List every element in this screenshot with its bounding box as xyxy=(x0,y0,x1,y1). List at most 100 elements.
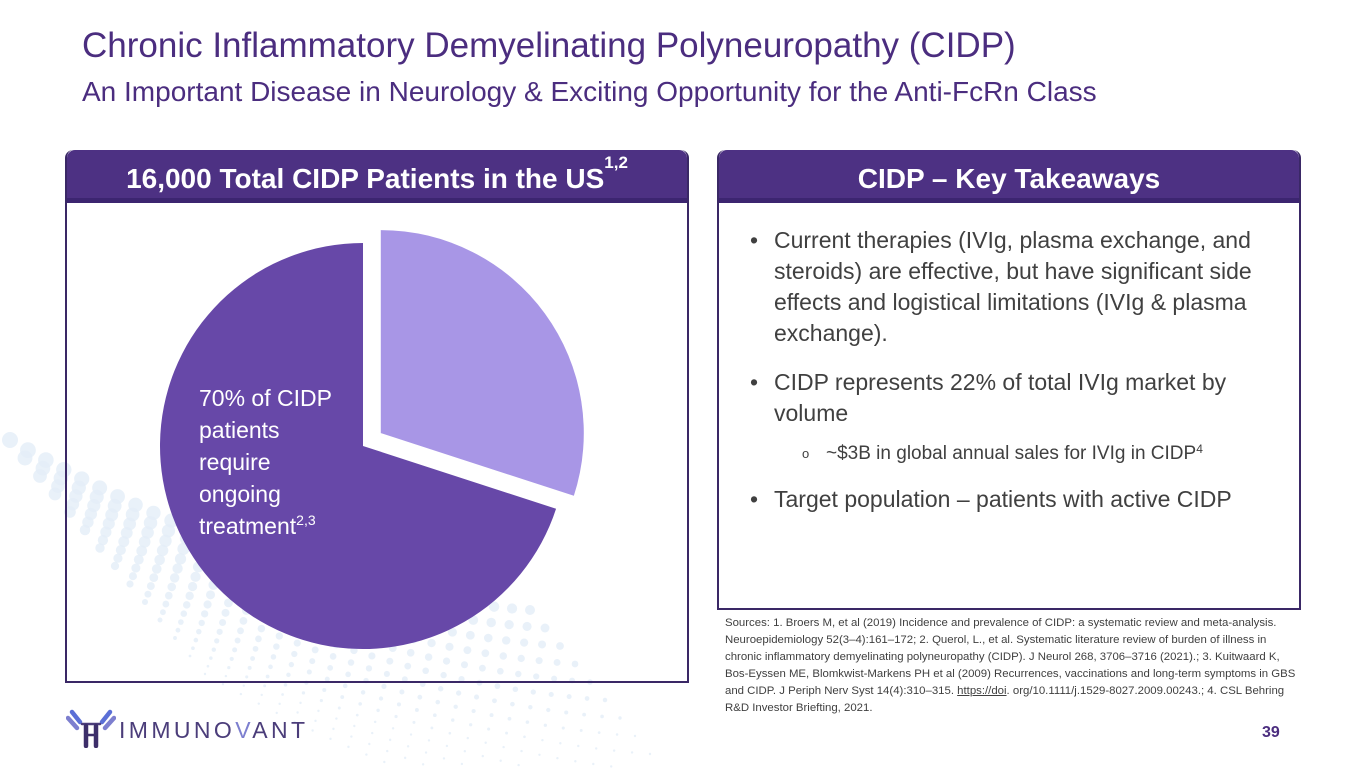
decorative-dot xyxy=(610,765,613,768)
decorative-dot xyxy=(353,724,356,728)
decorative-dot xyxy=(268,664,273,670)
decorative-dot xyxy=(100,526,112,538)
takeaways-panel: CIDP – Key Takeaways xyxy=(717,150,1301,610)
decorative-dot xyxy=(630,751,634,754)
decorative-dot xyxy=(128,572,137,581)
decorative-dot xyxy=(512,686,519,693)
decorative-dot xyxy=(172,563,183,574)
pie-annotation-line: require xyxy=(199,449,271,475)
takeaway-text: Current therapies (IVIg, plasma exchange… xyxy=(774,227,1252,346)
decorative-dot xyxy=(250,656,256,661)
decorative-dot xyxy=(329,653,337,660)
decorative-dot xyxy=(506,603,518,614)
decorative-dot xyxy=(201,610,209,618)
decorative-dot xyxy=(612,749,616,752)
decorative-dot xyxy=(224,598,233,608)
decorative-dot xyxy=(406,745,410,748)
pie-annotation-footnote: 2,3 xyxy=(296,512,316,528)
decorative-dot xyxy=(592,762,595,766)
decorative-dot xyxy=(615,733,619,736)
decorative-dot xyxy=(17,450,33,466)
pie-annotation-last: treatment xyxy=(199,513,297,539)
sources-footnote: Sources: 1. Broers M, et al (2019) Incid… xyxy=(725,615,1305,717)
decorative-dot xyxy=(97,535,109,546)
decorative-dot xyxy=(546,707,551,713)
decorative-dot xyxy=(190,571,201,582)
takeaway-text: CIDP represents 22% of total IVIg market… xyxy=(774,369,1227,426)
decorative-dot xyxy=(257,624,266,633)
decorative-dot xyxy=(618,716,622,720)
decorative-dot xyxy=(455,690,462,696)
pie-annotation-line: patients xyxy=(199,417,280,443)
decorative-dot xyxy=(574,760,577,763)
decorative-dot xyxy=(154,554,165,566)
decorative-dot xyxy=(517,763,520,767)
decorative-dot xyxy=(178,619,184,625)
decorative-dot xyxy=(260,693,263,697)
decorative-dot xyxy=(187,581,198,592)
decorative-dot xyxy=(421,763,425,766)
decorative-dot xyxy=(224,674,228,678)
decorative-dot xyxy=(335,717,338,720)
decorative-dot xyxy=(368,742,371,746)
decorative-dot xyxy=(95,543,105,553)
logo-wordmark-accent: V xyxy=(235,717,253,743)
decorative-dot xyxy=(205,590,216,600)
decorative-dot xyxy=(440,671,447,679)
decorative-dot xyxy=(571,660,579,668)
decorative-dot xyxy=(167,582,177,592)
decorative-dot xyxy=(435,699,441,705)
decorative-dot xyxy=(174,553,187,565)
decorative-dot xyxy=(584,696,590,701)
decorative-dot xyxy=(463,749,467,753)
decorative-dot xyxy=(161,524,176,538)
decorative-dot xyxy=(522,621,532,632)
decorative-dot xyxy=(535,657,543,665)
decorative-dot xyxy=(406,648,415,657)
decorative-dot xyxy=(474,694,480,700)
pie-annotation: 70% of CIDP patients require ongoing tre… xyxy=(199,382,369,542)
decorative-dot xyxy=(648,752,652,756)
takeaway-item: • Target population – patients with acti… xyxy=(750,484,1290,515)
decorative-dot xyxy=(120,526,133,539)
decorative-dot xyxy=(327,664,334,671)
decorative-dot xyxy=(494,683,501,690)
decorative-dot xyxy=(257,702,260,705)
patients-panel-heading-text: 16,000 Total CIDP Patients in the US xyxy=(126,163,605,194)
decorative-dot xyxy=(368,652,376,660)
decorative-dot xyxy=(520,749,523,753)
decorative-dot xyxy=(345,671,351,678)
doi-link[interactable]: https://doi xyxy=(957,685,1007,697)
decorative-dot xyxy=(445,744,449,748)
decorative-dot xyxy=(492,698,497,704)
decorative-dot xyxy=(242,684,245,687)
immunovant-logo-icon xyxy=(66,709,116,748)
decorative-dot xyxy=(141,526,154,539)
decorative-dot xyxy=(281,693,284,696)
decorative-dot xyxy=(317,709,320,713)
decorative-dot xyxy=(427,638,436,648)
decorative-dot xyxy=(488,601,500,612)
decorative-dot xyxy=(185,591,194,601)
decorative-dot xyxy=(507,716,512,721)
decorative-dot xyxy=(286,672,291,678)
decorative-dot xyxy=(381,683,387,689)
decorative-dot xyxy=(350,735,353,738)
decorative-dot xyxy=(602,697,608,703)
pie-slice xyxy=(380,230,584,496)
decorative-dot xyxy=(388,738,392,742)
decorative-dot xyxy=(460,762,464,766)
decorative-dot xyxy=(499,652,508,660)
decorative-dot xyxy=(404,662,412,670)
decorative-dot xyxy=(553,659,561,666)
decorative-dot xyxy=(448,731,452,735)
logo-wordmark: IMMUNOVANT xyxy=(119,717,308,744)
decorative-dot xyxy=(203,672,207,676)
decorative-dot xyxy=(373,720,377,724)
decorative-dot xyxy=(273,643,280,650)
decorative-dot xyxy=(422,667,429,675)
decorative-dot xyxy=(391,727,395,730)
decorative-dot xyxy=(451,718,455,722)
decorative-dot xyxy=(245,675,249,679)
decorative-dot xyxy=(237,627,244,635)
